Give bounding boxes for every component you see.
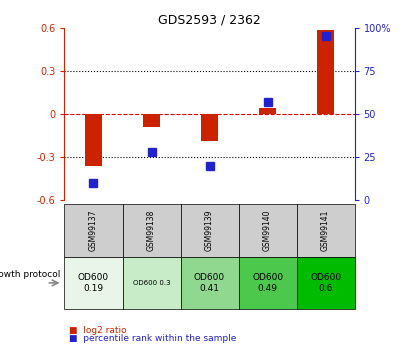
Text: OD600
0.41: OD600 0.41: [194, 273, 225, 293]
Text: OD600
0.19: OD600 0.19: [78, 273, 109, 293]
Bar: [317, 30, 334, 114]
Text: ■  log2 ratio: ■ log2 ratio: [69, 326, 126, 335]
Bar: [259, 108, 276, 114]
Bar: [85, 114, 102, 166]
Text: GSM99138: GSM99138: [147, 210, 156, 251]
Text: GSM99141: GSM99141: [321, 210, 330, 251]
Text: OD600
0.49: OD600 0.49: [252, 273, 283, 293]
Text: GSM99137: GSM99137: [89, 209, 98, 251]
Title: GDS2593 / 2362: GDS2593 / 2362: [158, 13, 261, 27]
Text: OD600
0.6: OD600 0.6: [310, 273, 341, 293]
Text: GSM99140: GSM99140: [263, 209, 272, 251]
Text: OD600 0.3: OD600 0.3: [133, 280, 170, 286]
Text: growth protocol: growth protocol: [0, 270, 60, 279]
Text: GSM99139: GSM99139: [205, 209, 214, 251]
Text: ■  percentile rank within the sample: ■ percentile rank within the sample: [69, 334, 236, 343]
Bar: [201, 114, 218, 141]
Bar: [143, 114, 160, 127]
